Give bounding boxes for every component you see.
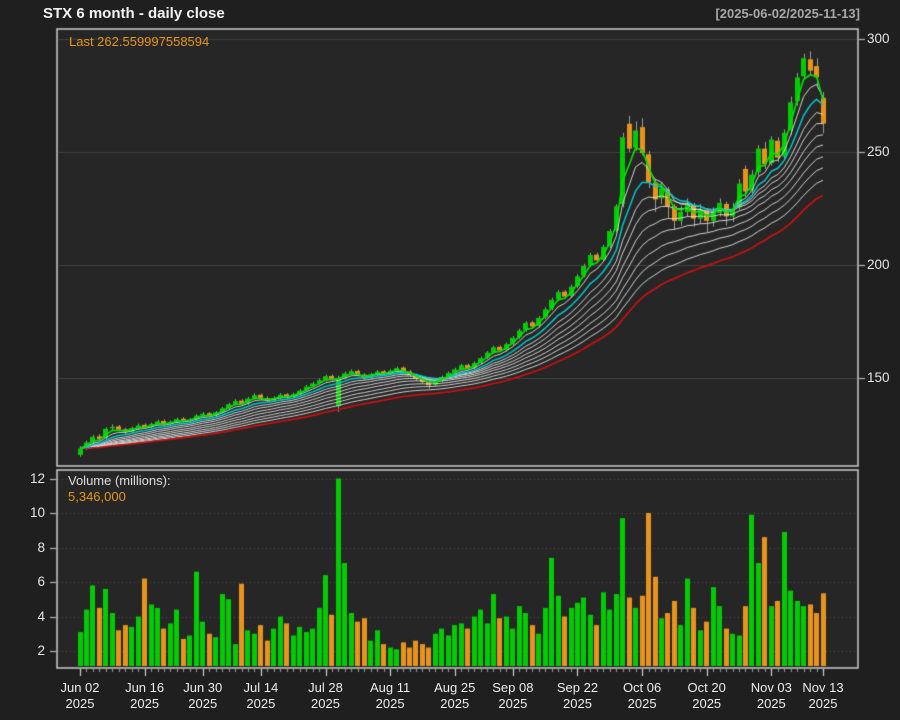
last-price-label: Last 262.559997558594 <box>69 34 210 49</box>
volume-legend-title: Volume (millions): <box>68 473 171 488</box>
volume-legend: Volume (millions): 5,346,000 <box>68 473 171 505</box>
volume-last-value: 5,346,000 <box>68 489 126 504</box>
chart-title: STX 6 month - daily close <box>43 5 225 22</box>
date-range-label: [2025-06-02/2025-11-13] <box>715 6 860 21</box>
